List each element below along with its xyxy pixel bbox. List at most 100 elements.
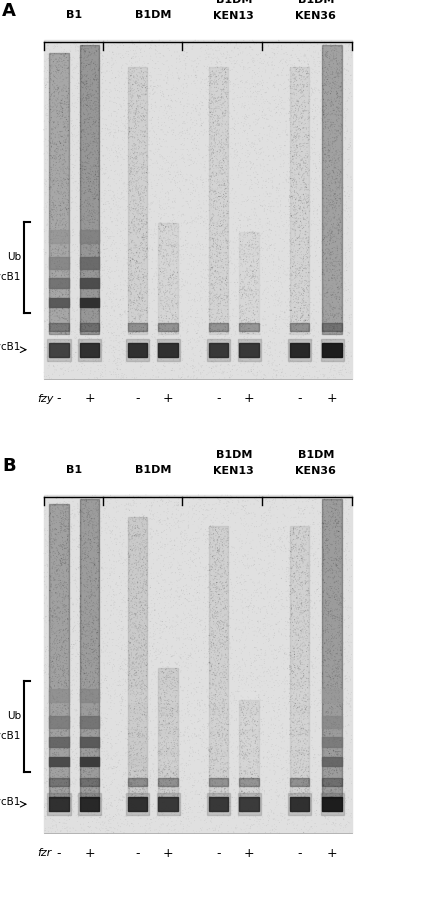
Point [106, 153, 113, 167]
Point [46, 611, 53, 625]
Point [62, 626, 69, 641]
Point [110, 320, 117, 335]
Point [297, 146, 304, 160]
Point [194, 371, 201, 385]
Point [246, 301, 253, 315]
Point [212, 182, 219, 196]
Point [178, 308, 185, 322]
Point [299, 202, 306, 217]
Point [327, 697, 334, 711]
Point [104, 143, 111, 157]
Point [303, 624, 310, 638]
Point [206, 656, 213, 670]
Point [70, 598, 77, 612]
Point [303, 617, 310, 632]
Point [303, 249, 310, 264]
Point [186, 761, 193, 776]
Point [121, 637, 128, 652]
Point [52, 260, 59, 274]
Point [316, 83, 323, 97]
Point [298, 597, 305, 611]
Point [77, 205, 84, 220]
Point [59, 588, 66, 602]
Point [64, 759, 71, 773]
Point [166, 216, 173, 230]
Point [214, 533, 221, 547]
Point [180, 766, 187, 780]
Point [203, 209, 210, 223]
Point [76, 162, 83, 176]
Point [225, 653, 232, 668]
Point [151, 174, 158, 188]
Point [284, 641, 291, 655]
Point [125, 201, 132, 215]
Point [176, 174, 183, 188]
Point [52, 119, 59, 133]
Point [314, 351, 321, 365]
Point [138, 302, 145, 316]
Point [86, 674, 93, 688]
Point [160, 809, 167, 824]
Point [64, 741, 71, 755]
Point [299, 677, 306, 691]
Point [117, 224, 124, 238]
Bar [288, 793, 311, 815]
Point [141, 700, 148, 715]
Point [93, 267, 100, 282]
Point [219, 105, 226, 120]
Point [192, 335, 199, 349]
Point [135, 624, 142, 638]
Point [117, 317, 124, 331]
Point [291, 130, 298, 144]
Point [79, 197, 86, 211]
Point [243, 348, 250, 363]
Point [322, 155, 329, 169]
Point [212, 100, 219, 114]
Point [48, 673, 55, 688]
Point [79, 275, 86, 290]
Point [325, 680, 332, 695]
Point [88, 554, 95, 568]
Point [104, 657, 111, 671]
Point [154, 670, 161, 684]
Point [137, 125, 144, 140]
Point [85, 45, 92, 59]
Point [321, 692, 328, 706]
Point [166, 535, 173, 549]
Point [283, 584, 290, 598]
Point [278, 676, 285, 690]
Point [239, 317, 246, 331]
Point [235, 317, 242, 331]
Point [156, 194, 163, 209]
Point [198, 76, 205, 90]
Point [126, 266, 133, 281]
Point [289, 306, 296, 320]
Point [287, 623, 294, 637]
Point [211, 662, 218, 676]
Point [167, 803, 174, 817]
Point [294, 230, 301, 245]
Point [250, 752, 257, 767]
Point [81, 303, 88, 318]
Point [343, 725, 350, 740]
Point [224, 36, 231, 50]
Point [203, 194, 210, 208]
Point [150, 124, 157, 139]
Point [316, 286, 323, 301]
Point [48, 763, 55, 778]
Point [340, 637, 347, 652]
Point [314, 497, 321, 511]
Point [129, 338, 136, 352]
Point [178, 615, 185, 629]
Point [270, 631, 277, 645]
Point [221, 177, 228, 192]
Point [90, 252, 97, 266]
Point [129, 94, 136, 108]
Point [76, 292, 83, 306]
Point [157, 691, 164, 706]
Point [141, 76, 148, 91]
Point [177, 535, 184, 549]
Point [237, 634, 244, 648]
Point [141, 562, 148, 577]
Point [325, 675, 332, 689]
